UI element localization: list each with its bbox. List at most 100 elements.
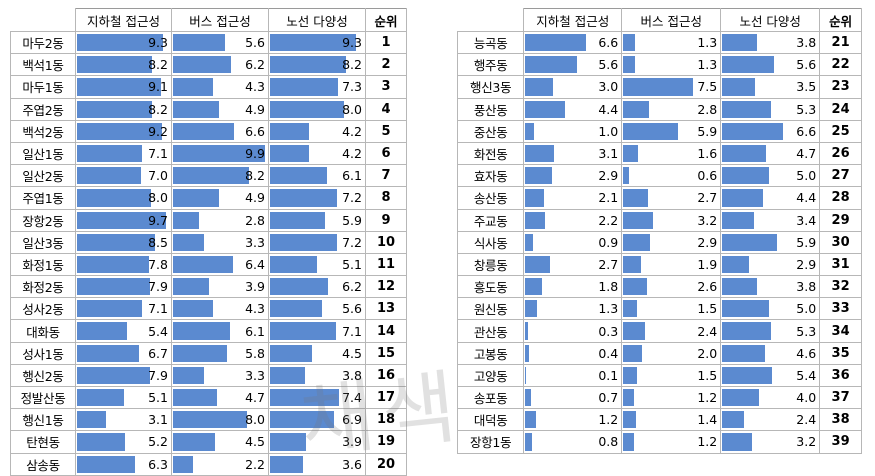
bus-value: 2.0 [697,345,718,361]
subway-bar [77,389,124,407]
bus-cell: 3.3 [171,230,269,254]
bus-cell: 1.9 [621,252,722,277]
route-value: 9.3 [342,35,362,51]
bus-value: 5.6 [245,35,265,51]
rank-value: 7 [365,164,407,188]
route-cell: 4.5 [268,341,366,365]
bus-cell: 1.2 [621,385,722,410]
subway-cell: 4.4 [523,97,623,121]
route-cell: 3.8 [720,275,821,299]
subway-cell: 5.6 [523,53,623,77]
bus-bar [173,122,234,140]
route-cell: 3.4 [720,208,821,232]
route-bar [270,56,346,74]
route-bar [722,411,745,429]
subway-value: 7.8 [148,256,168,272]
route-cell: 8.0 [268,97,366,121]
bus-cell: 2.6 [621,275,722,299]
rank-value: 35 [819,341,862,365]
bus-value: 3.2 [697,212,718,228]
table-row: 장항1동 0.8 1.2 3.2 39 [456,430,862,454]
bus-bar [623,233,651,251]
subway-value: 8.0 [148,190,168,206]
route-value: 4.4 [796,190,817,206]
bus-cell: 0.6 [621,164,722,188]
route-cell: 5.0 [720,297,821,321]
rank-value: 28 [819,186,862,210]
subway-value: 5.6 [598,57,619,73]
header-row: 지하철 접근성 버스 접근성 노선 다양성 순위 [10,8,407,32]
subway-cell: 2.7 [523,252,623,277]
district-name: 관산동 [456,319,525,343]
subway-bar [525,56,578,74]
route-value: 6.6 [796,123,817,139]
table-row: 식사동 0.9 2.9 5.9 30 [456,230,862,254]
bus-bar [173,366,204,384]
route-value: 2.9 [796,256,817,272]
bus-value: 5.9 [697,123,718,139]
route-bar [722,300,770,318]
table-row: 백석2동 9.2 6.6 4.2 5 [10,119,407,143]
route-bar [722,122,784,140]
bus-value: 6.4 [245,256,265,272]
subway-bar [525,389,532,407]
route-value: 8.2 [342,57,362,73]
table-row: 일산2동 7.0 8.2 6.1 7 [10,164,407,188]
subway-value: 7.1 [148,146,168,162]
route-bar [270,167,327,185]
bus-bar [623,366,638,384]
subway-value: 0.4 [598,345,619,361]
subway-bar [525,344,530,362]
bus-value: 1.6 [697,146,718,162]
subway-value: 0.7 [598,390,619,406]
subway-cell: 0.7 [523,385,623,410]
bus-bar [173,56,231,74]
route-value: 7.2 [342,234,362,250]
rank-value: 33 [819,297,862,321]
table-row: 삼송동 6.3 2.2 3.6 20 [10,452,407,476]
route-bar [270,455,303,473]
route-cell: 4.4 [720,186,821,210]
subway-bar [525,122,535,140]
bus-cell: 1.3 [621,53,722,77]
route-bar [270,433,306,451]
bus-value: 6.1 [245,323,265,339]
route-value: 6.9 [342,412,362,428]
subway-value: 1.8 [598,279,619,295]
district-name: 행주동 [456,53,525,77]
rank-value: 36 [819,363,862,388]
district-name: 풍산동 [456,97,525,121]
route-value: 3.8 [342,367,362,383]
district-name: 송산동 [456,186,525,210]
subway-cell: 1.8 [523,275,623,299]
subway-cell: 1.3 [523,297,623,321]
route-bar [270,211,325,229]
route-value: 3.8 [796,35,817,51]
rank-value: 17 [365,385,407,410]
bus-bar [173,389,217,407]
district-name: 화정2동 [10,275,76,299]
bus-bar [173,278,209,296]
table-row: 화정1동 7.8 6.4 5.1 11 [10,252,407,277]
district-name: 대화동 [10,319,76,343]
bus-cell: 5.6 [171,30,269,55]
table-row: 탄현동 5.2 4.5 3.9 19 [10,430,407,454]
subway-bar [77,411,106,429]
subway-cell: 1.2 [523,408,623,432]
subway-bar [525,34,587,52]
route-value: 6.2 [342,279,362,295]
route-bar [270,100,344,118]
bus-cell: 2.7 [621,186,722,210]
subway-cell: 9.3 [75,30,172,55]
bus-cell: 4.3 [171,297,269,321]
route-cell: 3.5 [720,75,821,99]
route-cell: 6.9 [268,408,366,432]
district-name: 일산3동 [10,230,76,254]
route-value: 4.0 [796,390,817,406]
bus-cell: 6.4 [171,252,269,277]
route-bar [722,211,755,229]
subway-bar [77,122,162,140]
table-row: 주엽1동 8.0 4.9 7.2 8 [10,186,407,210]
route-value: 3.5 [796,79,817,95]
subway-value: 2.1 [598,190,619,206]
